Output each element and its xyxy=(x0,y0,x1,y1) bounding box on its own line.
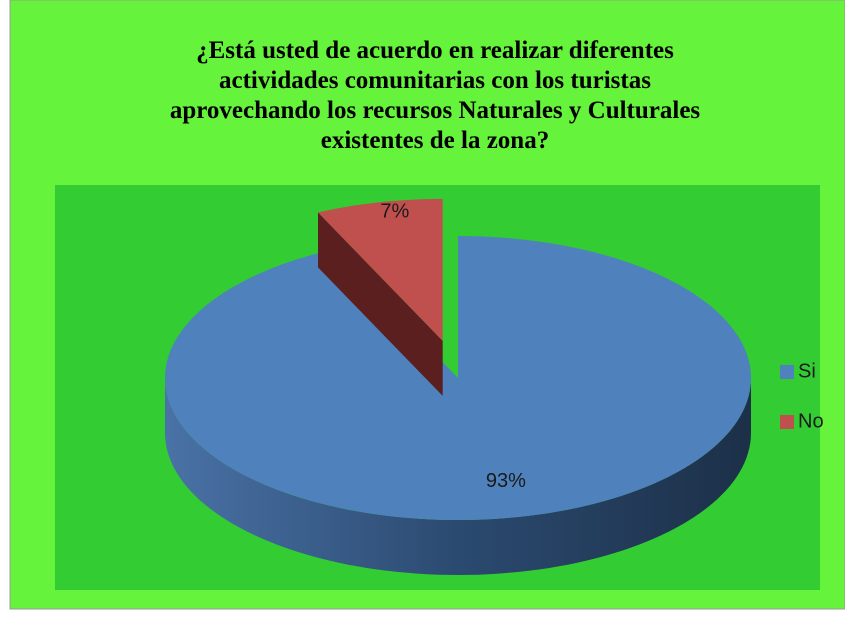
legend-swatch xyxy=(780,415,794,429)
title-line: actividades comunitarias con los turista… xyxy=(219,67,651,94)
legend-swatch xyxy=(780,365,794,379)
title-line: ¿Está usted de acuerdo en realizar difer… xyxy=(196,37,674,64)
slice xyxy=(165,236,751,520)
legend-label: Si xyxy=(798,360,816,382)
slice-side xyxy=(318,212,443,396)
data-label: 93% xyxy=(486,470,526,492)
title-line: existentes de la zona? xyxy=(321,127,549,154)
legend-label: No xyxy=(798,410,824,432)
slice-side xyxy=(165,378,751,575)
data-label: 7% xyxy=(380,200,409,222)
chart-title: ¿Está usted de acuerdo en realizar difer… xyxy=(170,37,701,154)
title-line: aprovechando los recursos Naturales y Cu… xyxy=(170,97,701,124)
slice xyxy=(318,198,443,341)
